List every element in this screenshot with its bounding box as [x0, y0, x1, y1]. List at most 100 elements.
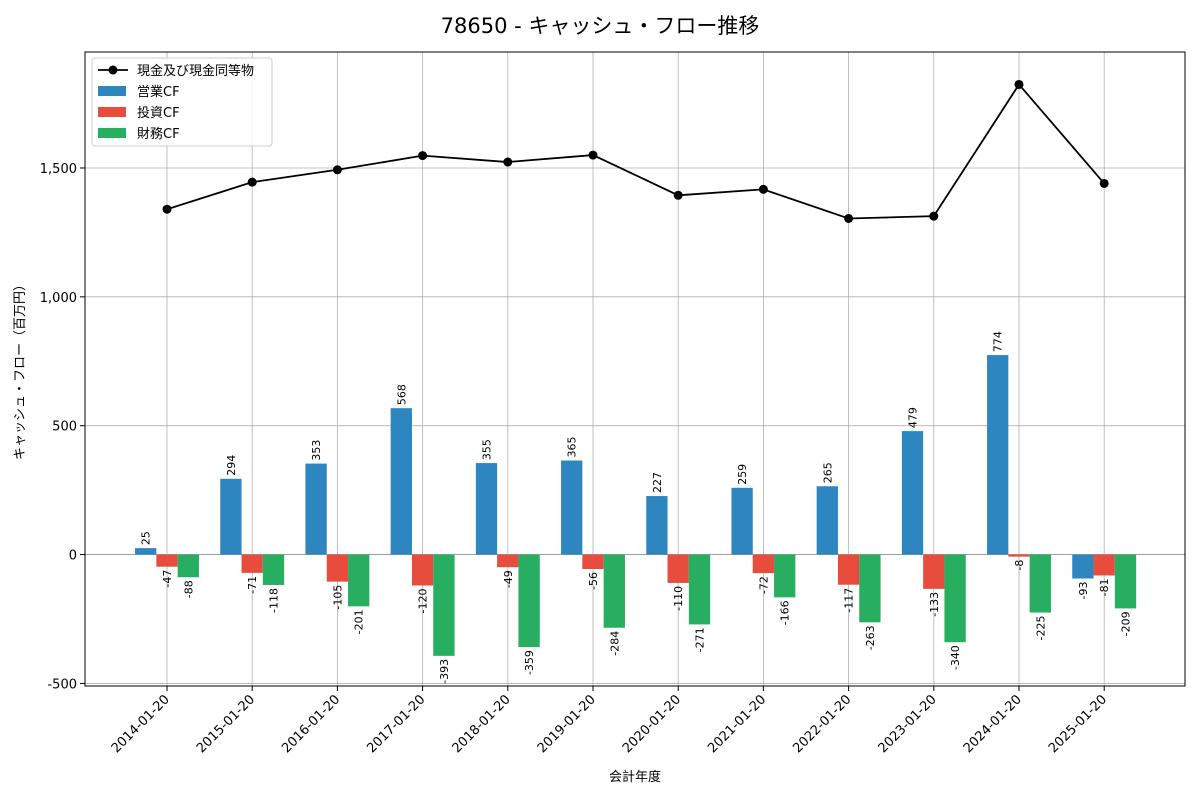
bars — [135, 355, 1137, 656]
bar-投資CF — [1008, 554, 1030, 557]
line-point — [418, 151, 428, 161]
bar-value-label: -105 — [331, 585, 344, 610]
bar-投資CF — [667, 554, 689, 583]
line-point — [503, 157, 513, 167]
bar-value-label: -8 — [1013, 560, 1026, 571]
bar-営業CF — [390, 408, 412, 555]
line-point — [247, 177, 257, 187]
bar-財務CF — [944, 554, 966, 643]
bar-value-label: 294 — [225, 455, 238, 476]
legend-marker — [108, 65, 118, 75]
bar-投資CF — [411, 554, 434, 586]
bar-value-label: -72 — [757, 576, 770, 594]
bar-value-label: -263 — [864, 625, 877, 650]
bar-投資CF — [156, 554, 178, 567]
bar-投資CF — [582, 554, 604, 569]
bar-営業CF — [731, 487, 753, 555]
bar-value-label: 355 — [481, 439, 494, 460]
bar-value-label: 479 — [907, 407, 920, 428]
bar-営業CF — [475, 463, 498, 555]
y-tick-label: 1,500 — [40, 162, 77, 177]
bar-value-label: 568 — [395, 384, 408, 405]
bar-財務CF — [1029, 554, 1051, 613]
bar-営業CF — [901, 431, 924, 555]
bar-value-label: -47 — [161, 570, 174, 588]
bar-営業CF — [305, 463, 327, 555]
plot-frame — [84, 51, 1186, 687]
cash-line — [162, 79, 1109, 223]
bar-財務CF — [262, 554, 285, 585]
bar-営業CF — [561, 460, 583, 555]
bar-value-label: -393 — [438, 659, 451, 684]
legend-bar-swatch — [98, 107, 126, 117]
bar-投資CF — [241, 554, 263, 573]
x-axis-title: 会計年度 — [609, 769, 661, 785]
bar-財務CF — [1114, 554, 1137, 609]
bar-value-label: -117 — [843, 588, 856, 613]
y-tick-label: 0 — [69, 549, 77, 564]
bar-value-label: -110 — [672, 586, 685, 611]
bar-value-label: -225 — [1034, 616, 1047, 641]
legend-bar-swatch — [98, 128, 126, 138]
line-point — [929, 211, 939, 221]
bar-value-label: -71 — [246, 576, 259, 594]
bar-投資CF — [326, 554, 349, 582]
bar-財務CF — [774, 554, 796, 598]
line-point — [844, 213, 854, 223]
bar-value-label: -93 — [1077, 582, 1090, 600]
bar-財務CF — [859, 554, 881, 623]
bar-value-label: -118 — [268, 588, 281, 613]
bar-value-label: -56 — [587, 572, 600, 590]
legend-bar-swatch — [98, 86, 126, 96]
bar-営業CF — [135, 548, 157, 555]
bar-value-label: -340 — [949, 645, 962, 670]
bar-value-label: -133 — [928, 592, 941, 617]
bar-投資CF — [1093, 554, 1115, 576]
legend-entry: 財務CF — [137, 127, 180, 142]
bar-value-label: 774 — [992, 331, 1005, 352]
bar-value-label: -166 — [779, 600, 792, 625]
bar-投資CF — [923, 554, 945, 589]
y-tick-label: 1,000 — [40, 291, 77, 306]
chart-title: 78650 - キャッシュ・フロー推移 — [441, 14, 760, 38]
bar-財務CF — [688, 554, 711, 625]
line-point — [1014, 79, 1024, 89]
bar-投資CF — [837, 554, 860, 585]
bar-value-label: 227 — [651, 472, 664, 493]
legend-entry: 投資CF — [137, 105, 180, 121]
y-tick-label: -500 — [47, 677, 77, 692]
bar-value-label: 365 — [566, 436, 579, 457]
line-point — [673, 190, 683, 200]
bar-value-label: -201 — [353, 609, 366, 634]
bar-value-label: -120 — [417, 588, 430, 613]
legend-entry: 現金及び現金同等物 — [137, 63, 254, 79]
line-現金及び現金同等物 — [166, 82, 1105, 220]
bar-財務CF — [518, 554, 540, 648]
bar-value-label: 259 — [736, 464, 749, 485]
bar-value-label: -209 — [1120, 611, 1133, 636]
bar-value-label: -81 — [1098, 578, 1111, 596]
line-point — [332, 165, 342, 175]
bar-value-label: 353 — [310, 440, 323, 461]
bar-value-label: 25 — [140, 531, 153, 545]
legend-box — [91, 57, 273, 147]
bar-value-label: 265 — [821, 462, 834, 483]
line-point — [162, 204, 172, 214]
line-point — [588, 150, 598, 160]
bar-営業CF — [987, 355, 1009, 555]
legend-entry: 営業CF — [137, 84, 180, 100]
bar-財務CF — [603, 554, 625, 628]
line-point — [1099, 178, 1109, 188]
bar-value-label: -359 — [523, 650, 536, 675]
bar-value-label: -88 — [182, 580, 195, 598]
line-point — [758, 184, 768, 194]
bar-value-label: -49 — [502, 570, 515, 588]
bar-投資CF — [752, 554, 775, 574]
bar-財務CF — [348, 554, 370, 607]
y-tick-label: 500 — [52, 420, 77, 435]
bar-財務CF — [433, 554, 455, 656]
bar-value-label: -271 — [694, 627, 707, 652]
bar-営業CF — [816, 486, 838, 555]
